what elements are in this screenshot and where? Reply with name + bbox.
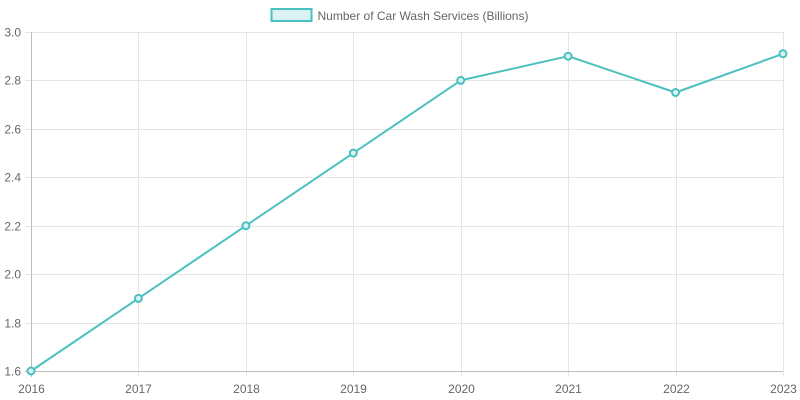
- x-tick-label: 2021: [555, 382, 582, 396]
- y-tick-label: 2.2: [4, 220, 21, 234]
- data-point[interactable]: [26, 366, 36, 376]
- data-point[interactable]: [778, 49, 788, 59]
- legend-swatch[interactable]: [270, 8, 313, 22]
- x-tick-label: 2016: [18, 382, 45, 396]
- y-tick-label: 2.6: [4, 123, 21, 137]
- x-tick-label: 2017: [125, 382, 152, 396]
- x-tick-label: 2022: [663, 382, 690, 396]
- y-tick-label: 2.4: [4, 171, 21, 185]
- x-tick-label: 2019: [340, 382, 367, 396]
- data-point[interactable]: [671, 88, 681, 97]
- data-point[interactable]: [456, 75, 466, 85]
- data-point[interactable]: [133, 293, 143, 303]
- x-tick-label: 2023: [770, 382, 797, 396]
- legend[interactable]: Number of Car Wash Services (Billions): [270, 8, 529, 23]
- x-tick-label: 2020: [448, 382, 475, 396]
- y-tick-label: 1.6: [4, 365, 21, 379]
- x-axis-ticks: 2016 2017 2018 2019 2020 2021 2022 2023: [18, 382, 797, 396]
- axes: [25, 32, 783, 377]
- series-line: [30, 52, 784, 372]
- y-tick-label: 2.0: [4, 268, 21, 282]
- data-point[interactable]: [563, 51, 573, 61]
- x-tick-label: 2018: [233, 382, 260, 396]
- series: [26, 49, 788, 376]
- y-axis-ticks: 1.6 1.8 2.0 2.2 2.4 2.6 2.8 3.0: [4, 26, 21, 379]
- legend-label[interactable]: Number of Car Wash Services (Billions): [318, 9, 529, 23]
- y-tick-label: 3.0: [4, 26, 21, 40]
- data-point[interactable]: [241, 221, 251, 231]
- y-tick-label: 2.8: [4, 74, 21, 88]
- y-tick-label: 1.8: [4, 317, 21, 331]
- grid: [25, 32, 784, 377]
- data-point[interactable]: [348, 148, 358, 158]
